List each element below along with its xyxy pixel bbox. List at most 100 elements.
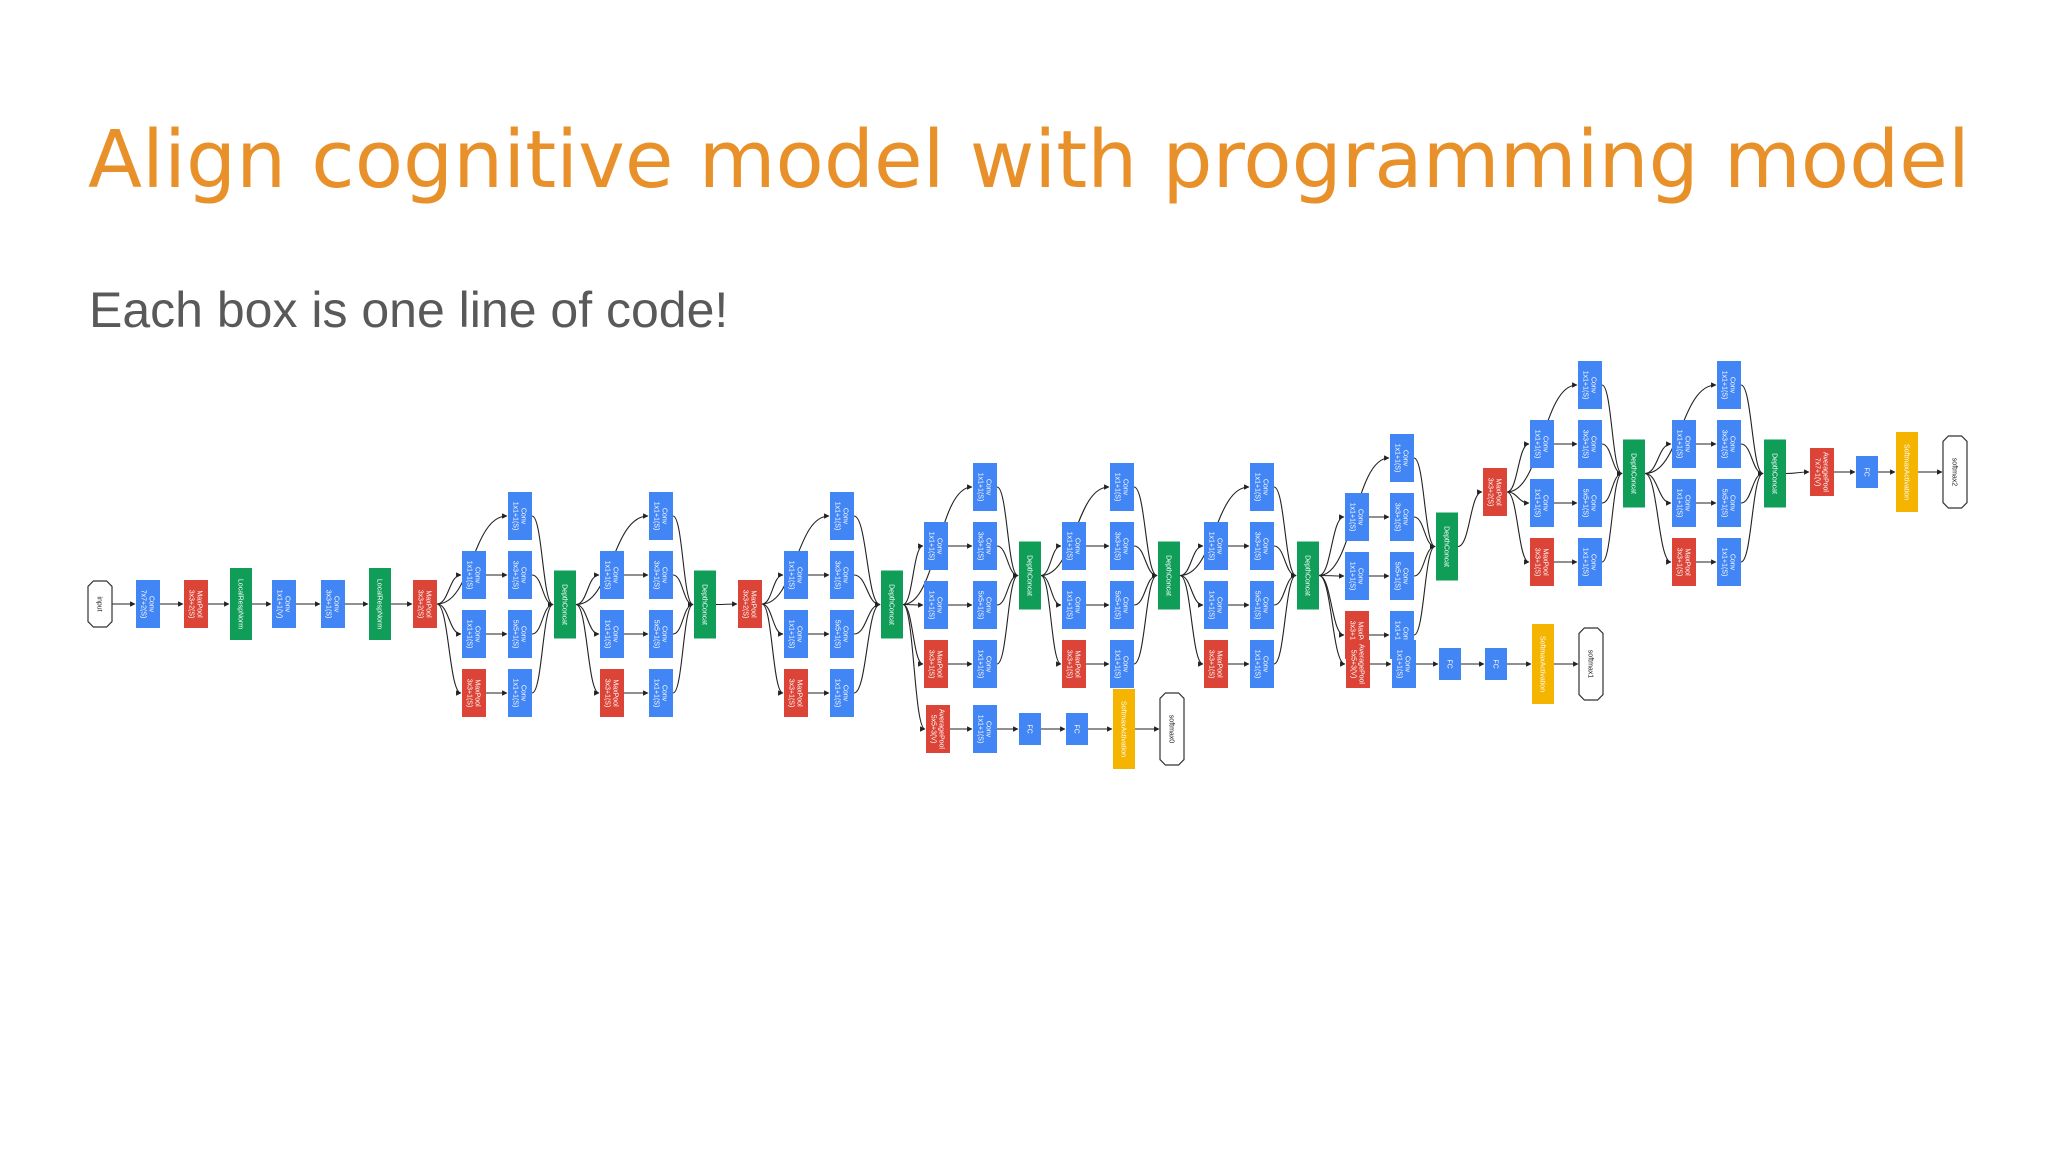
edge-mp4-to-i5a_r3 bbox=[1506, 441, 1530, 493]
node-box-conv bbox=[1672, 420, 1696, 468]
edge-mp2-to-i3a_mp bbox=[436, 603, 462, 696]
node-box-conv bbox=[1250, 640, 1274, 688]
node-label: Conv5x5+1(S) bbox=[1394, 562, 1409, 591]
node-label: Conv1x1+1(S) bbox=[834, 502, 849, 531]
node-label: softmax2 bbox=[1951, 458, 1958, 487]
node-lrn2: LocalRespNorm bbox=[369, 568, 391, 640]
node-box-conv bbox=[508, 610, 532, 658]
node-label: Conv1x1+1(S) bbox=[1582, 548, 1597, 577]
node-i4a_r3: Conv1x1+1(S) bbox=[784, 551, 808, 599]
edge-i5a_dc-to-i5b_r5 bbox=[1644, 472, 1672, 506]
node-box-pool bbox=[413, 580, 437, 628]
node-label: MaxPool3x3+2(S) bbox=[417, 590, 432, 619]
node-label: Conv5x5+1(S) bbox=[1721, 489, 1736, 518]
node-label: MaxPool3x3+1(S) bbox=[1208, 650, 1223, 679]
node-box-conv bbox=[600, 610, 624, 658]
node-i4d_mp: MaxPool3x3+1(S) bbox=[1204, 640, 1228, 688]
node-box-concat bbox=[694, 570, 716, 639]
node-label: AveragePool5x5+3(V) bbox=[930, 709, 945, 749]
edge-i4b_dc-to-i4c_mp bbox=[1040, 574, 1062, 667]
slide-title: Align cognitive model with programming m… bbox=[88, 114, 1970, 206]
node-ax1_conv: Conv1x1+1(S) bbox=[1392, 640, 1416, 688]
node-label: DepthConcat bbox=[1630, 453, 1637, 494]
node-box-conv bbox=[1345, 493, 1369, 541]
node-label: Conv3x3+1(S) bbox=[653, 561, 668, 590]
node-box-conv bbox=[508, 551, 532, 599]
node-ax0_out: softmax0 bbox=[1159, 692, 1185, 766]
node-box-conv bbox=[649, 669, 673, 717]
edge-mp2-to-i3a_r3 bbox=[436, 572, 462, 605]
edge-i4a_dc-to-ax0_ap bbox=[902, 603, 926, 732]
node-label: Conv1x1+1(S) bbox=[466, 561, 481, 590]
node-i5a_c3: Conv3x3+1(S) bbox=[1578, 420, 1602, 468]
node-ax0_conv: Conv1x1+1(S) bbox=[973, 705, 997, 753]
node-box-pool bbox=[924, 640, 948, 688]
node-label: Conv1x1+1(S) bbox=[466, 620, 481, 649]
node-box-conv bbox=[1062, 581, 1086, 629]
node-label: DepthConcat bbox=[1165, 555, 1172, 596]
node-box-pool bbox=[462, 669, 486, 717]
node-box-conv bbox=[462, 610, 486, 658]
node-box-conv bbox=[1110, 463, 1134, 511]
node-i4e_r5: Conv1x1+1(S) bbox=[1345, 552, 1369, 600]
edge-i4a_c5-to-i4a_dc bbox=[853, 601, 881, 635]
node-label: Conv5x5+1(S) bbox=[1254, 591, 1269, 620]
node-label: Conv1x1+1(S) bbox=[1114, 473, 1129, 502]
edge-i5b_c3-to-i5b_dc bbox=[1740, 443, 1764, 477]
edge-i5b_c5-to-i5b_dc bbox=[1740, 470, 1764, 504]
node-box-conv bbox=[973, 463, 997, 511]
node-i5a_mp: MaxPool3x3+1(S) bbox=[1530, 538, 1554, 586]
node-label: softmax1 bbox=[1587, 650, 1594, 679]
node-i4a_c5: Conv5x5+1(S) bbox=[830, 610, 854, 658]
node-i4b_c5: Conv5x5+1(S) bbox=[973, 581, 997, 629]
node-label: Conv1x1+1(S) bbox=[653, 502, 668, 531]
node-label: Conv1x1+1(S) bbox=[604, 561, 619, 590]
node-box-conv bbox=[1717, 479, 1741, 527]
edge-i3a_c1-to-i3a_dc bbox=[531, 515, 554, 608]
node-label: MaxPool3x3+1(S) bbox=[788, 679, 803, 708]
node-ax1_sm: SoftmaxActivation bbox=[1532, 624, 1554, 704]
node-box-conv bbox=[1717, 538, 1741, 586]
edge-mp3-to-i4a_r5 bbox=[761, 603, 784, 637]
node-label: Conv1x1+1(S) bbox=[1676, 489, 1691, 518]
node-label: Conv1x1+1(S) bbox=[1208, 591, 1223, 620]
edge-i4d_dc-to-i4e_mp bbox=[1318, 574, 1345, 638]
edge-i4c_c5-to-i4c_dc bbox=[1133, 572, 1158, 606]
node-i4d_c3: Conv3x3+1(S) bbox=[1250, 522, 1274, 570]
node-label: Conv3x3+1(S) bbox=[1394, 503, 1409, 532]
node-conv2b: Conv3x3+1(S) bbox=[321, 580, 345, 628]
node-label: Conv1x1+1(S) bbox=[1254, 473, 1269, 502]
node-label: Conv1x1+1(S) bbox=[1582, 371, 1597, 400]
node-i3a_c3: Conv3x3+1(S) bbox=[508, 551, 532, 599]
node-label: Conv1x1+1(S) bbox=[1396, 650, 1411, 679]
node-label: DepthConcat bbox=[561, 584, 568, 625]
node-box-conv bbox=[1250, 463, 1274, 511]
node-i4b_mp: MaxPool3x3+1(S) bbox=[924, 640, 948, 688]
node-label: AveragePool5x5+3(V) bbox=[1350, 644, 1365, 684]
node-i4e_r3: Conv1x1+1(S) bbox=[1345, 493, 1369, 541]
node-label: Conv3x3+1(S) bbox=[977, 532, 992, 561]
node-box-io bbox=[87, 580, 113, 628]
node-box-conv bbox=[1062, 522, 1086, 570]
edge-mp3-to-i4a_mp bbox=[761, 603, 784, 696]
node-i4e_c5: Conv5x5+1(S) bbox=[1390, 552, 1414, 600]
edge-i4e_dc-to-mp4 bbox=[1457, 489, 1483, 548]
node-box-conv bbox=[508, 669, 532, 717]
node-box-pool bbox=[1062, 640, 1086, 688]
node-box-conv bbox=[784, 610, 808, 658]
edge-i4c_c1-to-i4c_dc bbox=[1133, 486, 1158, 579]
node-i5b_dc: DepthConcat bbox=[1764, 439, 1786, 508]
node-label: Conv1x1+1(S) bbox=[1349, 503, 1364, 532]
node-box-concat bbox=[230, 568, 252, 640]
node-label: AveragePool7x7+1(V) bbox=[1814, 452, 1829, 492]
node-i4c_c5: Conv5x5+1(S) bbox=[1110, 581, 1134, 629]
edge-i4d_dc-to-i4e_r3 bbox=[1318, 514, 1345, 577]
node-label: SoftmaxActivation bbox=[1120, 701, 1127, 757]
edge-i4e_c1-to-i4e_dc bbox=[1413, 457, 1436, 550]
node-box-conv bbox=[973, 705, 997, 753]
node-box-softmax bbox=[1113, 689, 1135, 769]
node-box-concat bbox=[1297, 541, 1319, 610]
edge-i3a_c3-to-i3a_dc bbox=[531, 574, 554, 608]
node-i4b_r3: Conv1x1+1(S) bbox=[924, 522, 948, 570]
node-i4d_dc: DepthConcat bbox=[1297, 541, 1319, 610]
